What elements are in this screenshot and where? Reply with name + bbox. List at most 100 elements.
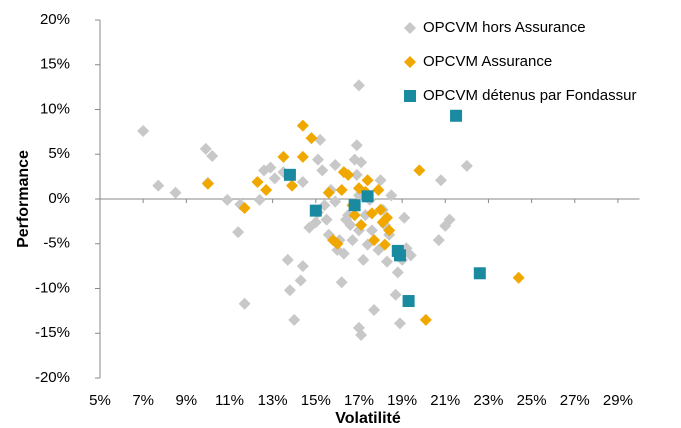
legend-marker — [404, 90, 416, 102]
point — [350, 168, 363, 181]
y-tick-label: 20% — [40, 11, 70, 28]
point — [355, 329, 368, 342]
point — [355, 218, 368, 231]
point — [450, 109, 463, 122]
point — [232, 226, 245, 239]
point — [283, 284, 296, 297]
point — [286, 179, 299, 192]
point — [309, 216, 322, 229]
point — [253, 193, 266, 206]
legend-label: OPCVM Assurance — [423, 53, 552, 70]
x-tick-label: 21% — [430, 392, 460, 409]
x-tick-label: 13% — [258, 392, 288, 409]
point — [296, 175, 309, 188]
point — [348, 209, 361, 222]
point — [365, 224, 378, 237]
point — [329, 195, 342, 208]
legend-label: OPCVM hors Assurance — [423, 19, 586, 36]
point — [294, 274, 307, 287]
y-axis-label: Performance — [15, 150, 32, 248]
point — [434, 174, 447, 187]
point — [419, 313, 432, 326]
x-tick-label: 15% — [301, 392, 331, 409]
point — [311, 153, 324, 166]
point — [152, 179, 165, 192]
point — [329, 158, 342, 171]
legend-label: OPCVM détenus par Fondassur — [423, 87, 636, 104]
y-tick-label: -15% — [35, 324, 70, 341]
x-axis-label: Volatilité — [335, 410, 401, 427]
point — [337, 247, 350, 260]
point — [305, 132, 318, 145]
point — [201, 177, 214, 190]
point — [365, 207, 378, 220]
point — [199, 142, 212, 155]
y-tick-label: 10% — [40, 100, 70, 117]
point — [404, 249, 417, 262]
point — [391, 266, 404, 279]
legend-marker — [404, 22, 416, 34]
point — [169, 186, 182, 199]
point — [238, 201, 251, 214]
y-tick-label: -10% — [35, 279, 70, 296]
point — [344, 218, 357, 231]
y-tick-label: 5% — [48, 145, 70, 162]
y-tick-label: 0% — [48, 190, 70, 207]
point — [368, 234, 381, 247]
y-tick-label: -5% — [43, 235, 70, 252]
x-tick-label: 11% — [215, 392, 244, 409]
point — [473, 267, 486, 280]
point — [206, 150, 219, 163]
point — [381, 211, 394, 224]
point — [281, 253, 294, 266]
point — [251, 175, 264, 188]
point — [296, 150, 309, 163]
point — [335, 184, 348, 197]
x-tick-label: 27% — [560, 392, 590, 409]
point — [378, 238, 391, 251]
point — [331, 237, 344, 250]
point — [288, 313, 301, 326]
point — [402, 295, 415, 308]
point — [221, 193, 234, 206]
point — [385, 189, 398, 202]
x-tick-label: 5% — [89, 392, 111, 409]
point — [413, 164, 426, 177]
point — [296, 119, 309, 132]
point — [512, 271, 525, 284]
legend-marker — [404, 56, 416, 68]
point — [296, 260, 309, 273]
point — [393, 317, 406, 330]
point — [322, 186, 335, 199]
point — [316, 164, 329, 177]
point — [264, 161, 277, 174]
point — [443, 213, 456, 226]
point — [432, 234, 445, 247]
point — [372, 184, 385, 197]
x-tick-label: 19% — [387, 392, 417, 409]
point — [283, 168, 296, 181]
point — [357, 253, 370, 266]
point — [374, 174, 387, 187]
point — [346, 234, 359, 247]
point — [393, 249, 406, 262]
x-tick-label: 17% — [344, 392, 374, 409]
x-tick-label: 29% — [603, 392, 633, 409]
point — [381, 255, 394, 268]
point — [314, 133, 327, 146]
point — [342, 209, 355, 222]
point — [348, 199, 361, 212]
point — [137, 124, 150, 137]
x-tick-label: 7% — [132, 392, 154, 409]
point — [309, 204, 322, 217]
point — [277, 150, 290, 163]
point — [361, 190, 374, 203]
point — [383, 224, 396, 237]
point — [368, 303, 381, 316]
point — [355, 156, 368, 169]
point — [352, 79, 365, 92]
point — [342, 168, 355, 181]
x-tick-label: 25% — [517, 392, 547, 409]
